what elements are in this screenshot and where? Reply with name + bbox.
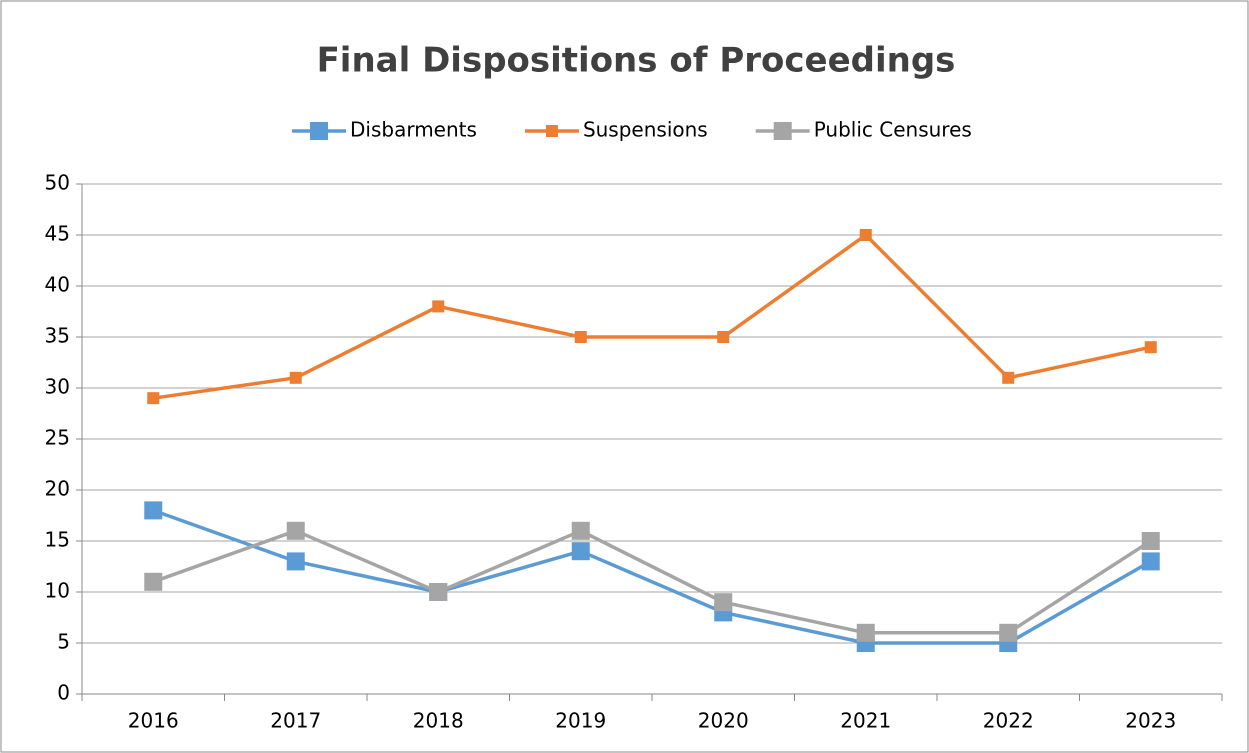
x-tick-label: 2021 <box>840 709 891 733</box>
x-tick-label: 2018 <box>413 709 464 733</box>
marker <box>1141 532 1160 550</box>
y-tick-label: 40 <box>45 273 70 297</box>
marker <box>999 623 1018 642</box>
marker <box>286 552 305 571</box>
marker <box>1141 552 1160 571</box>
marker <box>144 572 163 591</box>
series-line <box>152 508 1152 645</box>
marker <box>859 229 872 241</box>
legend-marker <box>773 122 792 140</box>
marker <box>571 521 590 540</box>
y-tick-label: 5 <box>57 630 70 654</box>
legend-label: Disbarments <box>350 118 477 142</box>
marker <box>856 623 875 642</box>
marker <box>289 371 302 384</box>
marker <box>286 521 305 540</box>
legend-marker <box>545 125 558 137</box>
x-tick-label: 2019 <box>555 709 606 733</box>
y-tick-label: 10 <box>45 579 70 603</box>
marker <box>717 331 730 343</box>
marker <box>144 501 163 520</box>
legend-label: Suspensions <box>583 118 708 142</box>
marker <box>432 300 445 313</box>
y-tick-label: 50 <box>45 171 70 195</box>
marker <box>571 542 590 561</box>
legend-label: Public Censures <box>814 118 972 142</box>
x-tick-label: 2016 <box>128 709 179 733</box>
marker <box>429 583 448 601</box>
marker <box>714 593 733 612</box>
y-tick-label: 25 <box>45 426 70 450</box>
marker <box>147 392 160 405</box>
y-tick-label: 30 <box>45 375 70 399</box>
x-tick-label: 2023 <box>1125 709 1176 733</box>
legend-marker <box>310 122 328 140</box>
series-line <box>153 233 1152 400</box>
x-tick-label: 2020 <box>698 709 749 733</box>
marker <box>1002 371 1015 384</box>
y-tick-label: 20 <box>45 477 70 501</box>
marker <box>1144 341 1157 354</box>
y-tick-label: 45 <box>45 222 70 246</box>
y-tick-label: 0 <box>57 681 70 705</box>
x-tick-label: 2022 <box>983 709 1034 733</box>
x-tick-label: 2017 <box>270 709 321 733</box>
chart-title: Final Dispositions of Proceedings <box>317 41 956 81</box>
series-line <box>152 529 1152 635</box>
y-tick-label: 35 <box>45 324 70 348</box>
marker <box>574 331 587 343</box>
y-tick-label: 15 <box>45 528 70 552</box>
